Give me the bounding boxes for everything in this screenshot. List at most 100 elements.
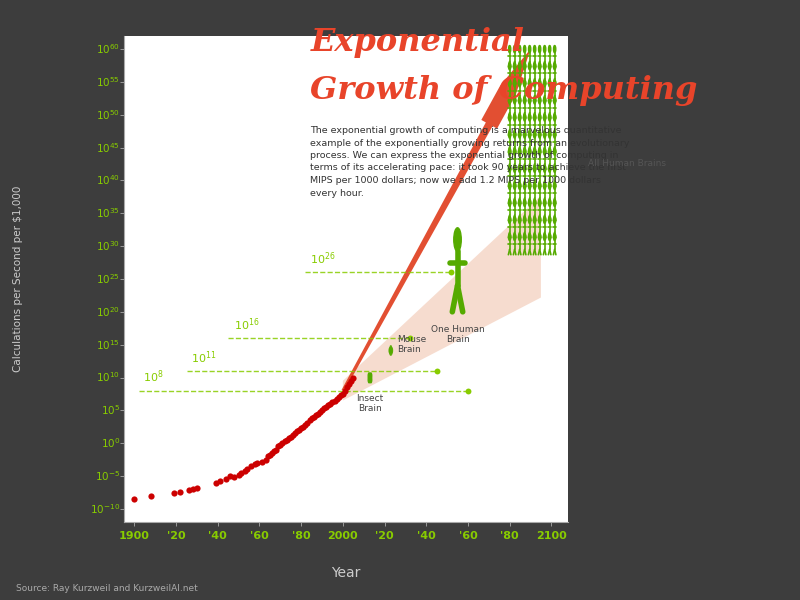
Point	[272, 442, 285, 451]
Point	[289, 428, 302, 438]
Circle shape	[543, 62, 546, 70]
Point	[245, 461, 258, 471]
Circle shape	[529, 114, 530, 121]
Text: $10^{40}$: $10^{40}$	[96, 173, 120, 187]
Circle shape	[534, 97, 536, 104]
Circle shape	[514, 182, 516, 190]
Point	[430, 366, 443, 376]
Circle shape	[534, 199, 536, 206]
Circle shape	[518, 97, 521, 104]
Circle shape	[518, 80, 521, 87]
Point	[262, 452, 274, 461]
Circle shape	[534, 46, 536, 53]
Point	[301, 419, 314, 428]
Circle shape	[518, 216, 521, 224]
Point	[310, 410, 322, 420]
Text: $10^{20}$: $10^{20}$	[96, 305, 120, 319]
Circle shape	[543, 182, 546, 190]
Circle shape	[549, 46, 551, 53]
Circle shape	[529, 233, 530, 241]
Point	[251, 458, 264, 467]
Circle shape	[534, 165, 536, 172]
Circle shape	[554, 216, 556, 224]
Point	[294, 423, 307, 433]
Circle shape	[538, 46, 541, 53]
Text: All Human Brains: All Human Brains	[588, 159, 666, 168]
Point	[224, 471, 237, 481]
Text: $10^{45}$: $10^{45}$	[96, 141, 120, 155]
Text: $10^{50}$: $10^{50}$	[96, 108, 120, 122]
Circle shape	[529, 80, 530, 87]
Point	[316, 406, 329, 415]
Text: $10^{26}$: $10^{26}$	[310, 251, 335, 267]
Circle shape	[543, 199, 546, 206]
Text: $10^{-10}$: $10^{-10}$	[90, 502, 120, 516]
Circle shape	[514, 233, 516, 241]
Text: One Human
Brain: One Human Brain	[430, 325, 484, 344]
Circle shape	[518, 62, 521, 70]
Circle shape	[509, 114, 510, 121]
Circle shape	[543, 131, 546, 138]
Point	[311, 409, 324, 418]
Circle shape	[534, 131, 536, 138]
Circle shape	[538, 97, 541, 104]
Circle shape	[549, 165, 551, 172]
Point	[220, 475, 233, 484]
Point	[280, 435, 293, 445]
Point	[345, 376, 358, 386]
Polygon shape	[343, 196, 541, 401]
Circle shape	[554, 80, 556, 87]
Point	[182, 485, 195, 495]
Text: Year: Year	[331, 566, 361, 580]
Circle shape	[538, 80, 541, 87]
Circle shape	[554, 199, 556, 206]
Point	[326, 397, 339, 407]
Circle shape	[370, 373, 372, 379]
Point	[338, 386, 351, 395]
Circle shape	[529, 216, 530, 224]
Circle shape	[514, 80, 516, 87]
Circle shape	[518, 233, 521, 241]
Circle shape	[529, 46, 530, 53]
Circle shape	[529, 148, 530, 155]
Point	[270, 445, 282, 455]
Text: $10^{-5}$: $10^{-5}$	[94, 469, 120, 483]
Point	[293, 425, 306, 435]
Circle shape	[509, 182, 510, 190]
Point	[328, 396, 341, 406]
Circle shape	[534, 182, 536, 190]
Circle shape	[523, 131, 526, 138]
Circle shape	[534, 148, 536, 155]
Point	[299, 420, 312, 430]
Point	[190, 483, 203, 493]
Point	[214, 476, 226, 486]
Circle shape	[543, 165, 546, 172]
Circle shape	[543, 114, 546, 121]
Circle shape	[454, 228, 462, 251]
Circle shape	[549, 148, 551, 155]
Circle shape	[391, 348, 393, 353]
Polygon shape	[342, 49, 530, 391]
Circle shape	[543, 233, 546, 241]
Text: $10^{25}$: $10^{25}$	[96, 272, 120, 286]
Circle shape	[554, 46, 556, 53]
Point	[128, 494, 141, 504]
Circle shape	[523, 46, 526, 53]
Text: The exponential growth of computing is a marvelous quantitative
example of the e: The exponential growth of computing is a…	[310, 126, 630, 197]
Point	[210, 478, 222, 487]
Text: $10^{11}$: $10^{11}$	[190, 349, 216, 365]
Circle shape	[529, 182, 530, 190]
Circle shape	[509, 62, 510, 70]
Circle shape	[518, 182, 521, 190]
Point	[259, 455, 272, 464]
Circle shape	[390, 346, 391, 350]
Circle shape	[514, 165, 516, 172]
Circle shape	[549, 131, 551, 138]
Circle shape	[509, 165, 510, 172]
Point	[255, 457, 268, 466]
Circle shape	[523, 199, 526, 206]
Circle shape	[514, 148, 516, 155]
Circle shape	[554, 131, 556, 138]
Text: Mouse
Brain: Mouse Brain	[397, 335, 426, 355]
Text: Insect
Brain: Insect Brain	[356, 394, 383, 413]
